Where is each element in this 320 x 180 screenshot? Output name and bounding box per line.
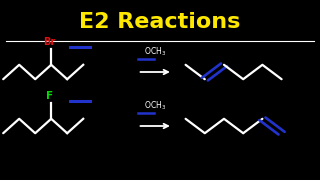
Text: F: F: [46, 91, 53, 101]
Text: OCH$_3$: OCH$_3$: [144, 45, 166, 58]
Text: E2 Reactions: E2 Reactions: [79, 12, 241, 32]
Text: Br: Br: [44, 37, 56, 47]
Text: OCH$_3$: OCH$_3$: [144, 99, 166, 112]
